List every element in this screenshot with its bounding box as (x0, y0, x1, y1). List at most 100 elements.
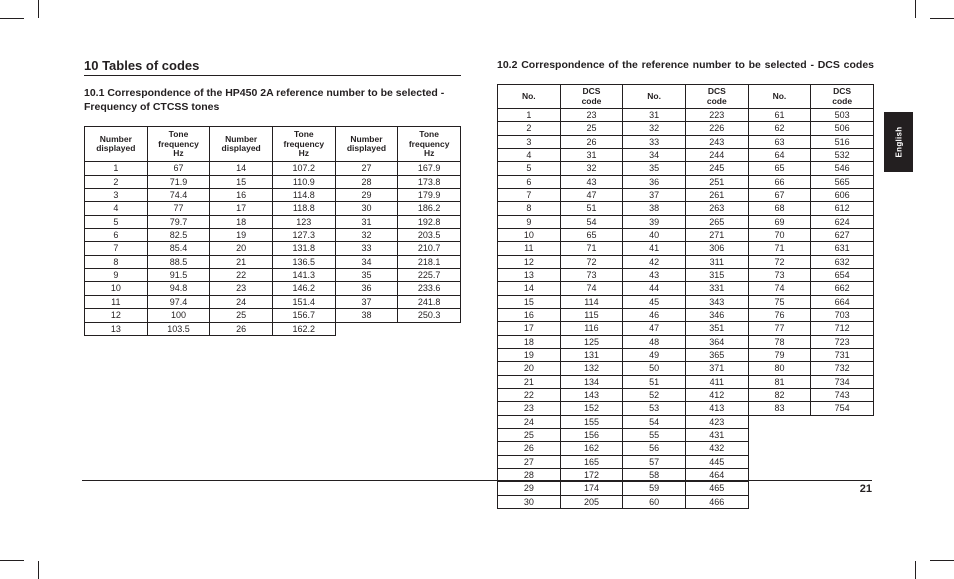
table-row: 2716557445 (498, 455, 874, 468)
table-row: 888.521136.534218.1 (85, 255, 461, 268)
table-cell: 712 (811, 322, 874, 335)
table-cell: 127.3 (272, 229, 335, 242)
table-cell: 123 (272, 215, 335, 228)
table-cell: 624 (811, 215, 874, 228)
table-cell: 118.8 (272, 202, 335, 215)
table-cell: 62 (748, 122, 811, 135)
table-cell: 72 (560, 255, 623, 268)
table-cell: 9 (85, 269, 148, 282)
page-content: 10 Tables of codes 10.1 Correspondence o… (84, 58, 874, 509)
table-row: 682.519127.332203.5 (85, 229, 461, 242)
table-row: 13103.526162.2 (85, 322, 461, 335)
table-cell (748, 455, 811, 468)
table-row: 191314936579731 (498, 349, 874, 362)
table-cell: 32 (560, 162, 623, 175)
table-cell: 17 (498, 322, 561, 335)
table-cell: 8 (85, 255, 148, 268)
table-cell (335, 322, 398, 335)
table-cell: 6 (85, 229, 148, 242)
table-cell: 14 (498, 282, 561, 295)
table-cell: 346 (685, 309, 748, 322)
table-cell: 43 (623, 268, 686, 281)
table-cell: 423 (685, 415, 748, 428)
table-cell: 57 (623, 455, 686, 468)
ctcss-table: NumberdisplayedTonefrequencyHzNumberdisp… (84, 126, 461, 336)
table-cell: 100 (147, 309, 210, 322)
table-cell: 306 (685, 242, 748, 255)
table-cell: 503 (811, 108, 874, 121)
table-cell: 88.5 (147, 255, 210, 268)
table-cell: 146.2 (272, 282, 335, 295)
table-cell: 152 (560, 402, 623, 415)
table-cell: 244 (685, 148, 748, 161)
table-cell: 723 (811, 335, 874, 348)
table-cell: 2 (498, 122, 561, 135)
table-cell: 79.7 (147, 215, 210, 228)
table-cell: 24 (498, 415, 561, 428)
table-cell: 173.8 (398, 175, 461, 188)
table-cell: 34 (623, 148, 686, 161)
table-cell: 45 (623, 295, 686, 308)
table-cell (748, 429, 811, 442)
table-row: 374.416114.829179.9 (85, 189, 461, 202)
crop-mark (930, 18, 954, 19)
table-cell: 245 (685, 162, 748, 175)
table-cell: 51 (560, 202, 623, 215)
table-row: 14744433174662 (498, 282, 874, 295)
table-cell: 80 (748, 362, 811, 375)
table-cell: 37 (335, 295, 398, 308)
table-cell: 82 (748, 389, 811, 402)
table-header: Numberdisplayed (335, 127, 398, 162)
table-cell: 351 (685, 322, 748, 335)
table-cell: 210.7 (398, 242, 461, 255)
crop-mark (0, 560, 24, 561)
table-cell: 731 (811, 349, 874, 362)
table-cell: 12 (85, 309, 148, 322)
table-cell: 411 (685, 375, 748, 388)
table-cell: 10 (498, 228, 561, 241)
table-cell: 114 (560, 295, 623, 308)
table-header: DCScode (811, 85, 874, 109)
table-cell: 85.4 (147, 242, 210, 255)
table-cell: 1 (85, 162, 148, 175)
table-header: DCScode (560, 85, 623, 109)
table-row: 4313424464532 (498, 148, 874, 161)
table-cell: 67 (147, 162, 210, 175)
table-cell: 431 (685, 429, 748, 442)
table-cell: 225.7 (398, 269, 461, 282)
table-cell: 74 (560, 282, 623, 295)
table-row: 785.420131.833210.7 (85, 242, 461, 255)
table-cell: 16 (210, 189, 273, 202)
table-cell: 131.8 (272, 242, 335, 255)
crop-mark (930, 560, 954, 561)
table-cell: 156 (560, 429, 623, 442)
table-cell: 36 (623, 175, 686, 188)
table-cell: 103.5 (147, 322, 210, 335)
table-cell: 5 (85, 215, 148, 228)
table-header: TonefrequencyHz (272, 127, 335, 162)
table-cell: 165 (560, 455, 623, 468)
right-column: 10.2 Correspondence of the reference num… (497, 58, 874, 509)
table-cell: 33 (335, 242, 398, 255)
table-cell: 143 (560, 389, 623, 402)
table-cell (398, 322, 461, 335)
table-cell: 97.4 (147, 295, 210, 308)
table-cell: 33 (623, 135, 686, 148)
table-cell: 71 (560, 242, 623, 255)
table-cell: 19 (498, 349, 561, 362)
table-cell: 364 (685, 335, 748, 348)
table-cell: 136.5 (272, 255, 335, 268)
table-cell: 9 (498, 215, 561, 228)
table-cell: 28 (335, 175, 398, 188)
table-cell: 81 (748, 375, 811, 388)
table-cell: 71.9 (147, 175, 210, 188)
table-cell: 52 (623, 389, 686, 402)
table-cell: 627 (811, 228, 874, 241)
table-cell: 412 (685, 389, 748, 402)
table-row: 231525341383754 (498, 402, 874, 415)
table-cell: 49 (623, 349, 686, 362)
table-cell: 71 (748, 242, 811, 255)
table-row: 211345141181734 (498, 375, 874, 388)
language-tab-label: English (894, 127, 903, 158)
table-cell: 82.5 (147, 229, 210, 242)
